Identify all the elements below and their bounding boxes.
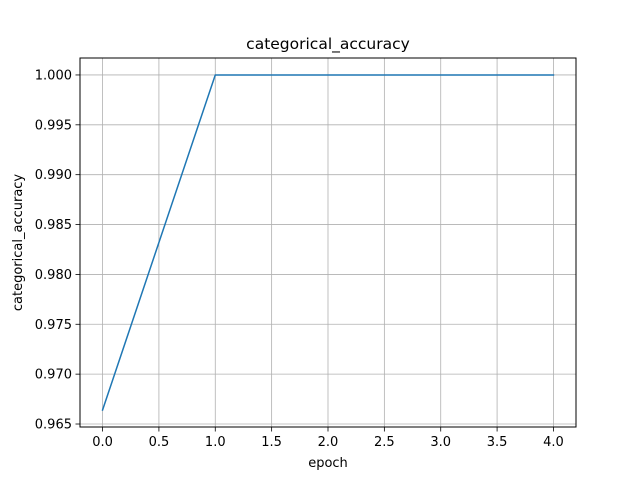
x-axis-title: epoch: [308, 456, 348, 471]
x-tick-label: 1.0: [205, 435, 226, 450]
series-line: [101, 74, 555, 411]
y-tick-label: 1.000: [35, 68, 72, 83]
x-tick-label: 3.0: [430, 435, 451, 450]
x-tick-label: 2.5: [374, 435, 395, 450]
y-tick-label: 0.980: [35, 268, 72, 283]
axis-ticks: 0.0 0.5 1.0 1.5 2.0 2.5 3.0 3.5 4.0 0.965 0.970 0.9…: [35, 68, 564, 450]
y-tick-label: 0.965: [35, 418, 72, 433]
x-tick-label: 0.0: [92, 435, 113, 450]
x-tick-label: 3.5: [487, 435, 508, 450]
x-tick-label: 4.0: [543, 435, 564, 450]
y-tick-label: 0.990: [35, 168, 72, 183]
x-tick-label: 2.0: [318, 435, 339, 450]
y-axis-title: categorical_accuracy: [11, 174, 26, 312]
x-tick-label: 0.5: [149, 435, 170, 450]
y-tick-label: 0.970: [35, 368, 72, 383]
x-tick-label: 1.5: [261, 435, 282, 450]
y-tick-label: 0.975: [35, 318, 72, 333]
series-layer: [101, 74, 555, 411]
y-tick-label: 0.995: [35, 118, 72, 133]
y-tick-label: 0.985: [35, 218, 72, 233]
chart-title: categorical_accuracy: [246, 35, 410, 54]
